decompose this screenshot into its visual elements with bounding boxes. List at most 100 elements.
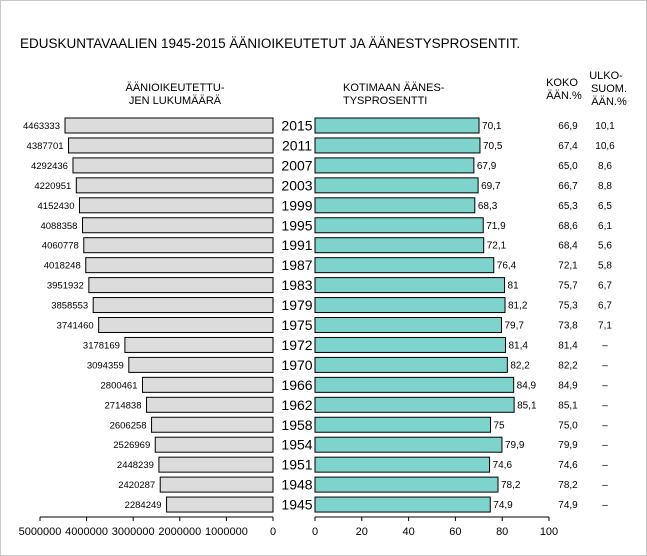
eligible-bar [159,476,274,493]
right-axis-tick-label: 20 [356,526,368,538]
table-row: 4060778 1991 72,1 68,4 5,6 [42,237,612,254]
ulko-header-line-2: SUOM. [591,83,627,95]
year-label: 2015 [281,118,312,134]
domestic-pct-bar [314,177,479,194]
eligible-label: 2714838 [105,400,142,411]
eligible-label: 3094359 [87,360,124,371]
eligible-bar [88,277,274,294]
domestic-pct-bar [314,277,506,294]
domestic-pct-bar [314,257,495,274]
right-axis-tick-label: 0 [312,526,318,538]
eligible-label: 2606258 [110,420,147,431]
domestic-pct-bar [314,197,476,214]
left-axis-tick-label: 5000000 [19,526,62,538]
table-row: 3951932 1983 81 75,7 6,7 [47,277,612,294]
eligible-bar [154,436,274,453]
year-label: 1954 [281,437,312,453]
abroad-pct-value: 5,8 [598,261,612,272]
total-pct-value: 78,2 [558,480,578,491]
domestic-pct-label: 81,4 [508,340,528,351]
table-row: 3178169 1972 81,4 81,4 – [83,336,608,353]
abroad-pct-value: – [602,420,608,431]
table-row: 2714838 1962 85,1 85,1 – [105,396,608,413]
year-label: 1966 [281,377,312,393]
eligible-bar [151,416,274,433]
domestic-pct-bar [314,376,515,393]
domestic-pct-label: 72,1 [487,241,507,252]
abroad-pct-value: – [602,360,608,371]
total-pct-value: 65,3 [558,201,578,212]
total-pct-value: 74,6 [558,460,578,471]
right-header-line-1: KOTIMAAN ÄÄNES- [343,82,445,94]
domestic-pct-label: 69,7 [481,181,501,192]
abroad-pct-value: 6,5 [598,201,612,212]
total-pct-value: 72,1 [558,261,578,272]
eligible-bar [68,137,274,154]
year-label: 2003 [281,177,312,193]
abroad-pct-value: 6,7 [598,301,612,312]
total-pct-value: 68,6 [558,221,578,232]
table-row: 4292436 2007 67,9 65,0 8,6 [31,157,612,174]
domestic-pct-label: 74,9 [493,500,513,511]
left-axis-tick-label: 4000000 [65,526,108,538]
table-row: 2284249 1945 74,9 74,9 – [125,496,608,513]
total-pct-value: 79,9 [558,440,578,451]
right-header-line-2: TYSPROSENTTI [343,95,427,107]
eligible-bar [85,257,274,274]
eligible-label: 4220951 [34,181,71,192]
eligible-label: 3951932 [47,281,84,292]
table-row: 4152430 1999 68,3 65,3 6,5 [38,197,612,214]
total-pct-value: 75,3 [558,301,578,312]
year-label: 1972 [281,337,312,353]
eligible-bar [75,177,274,194]
domestic-pct-bar [314,476,499,493]
eligible-bar [166,496,274,513]
table-row: 4018248 1987 76,4 72,1 5,8 [44,257,612,274]
year-label: 1999 [281,197,312,213]
eligible-label: 2420287 [118,480,155,491]
total-pct-value: 68,4 [558,241,578,252]
domestic-pct-bar [314,117,480,134]
year-label: 1983 [281,277,312,293]
year-label: 1995 [281,217,312,233]
domestic-pct-label: 85,1 [517,400,537,411]
table-row: 2800461 1966 84,9 84,9 – [101,376,608,393]
eligible-bar [78,197,274,214]
domestic-pct-label: 76,4 [497,261,517,272]
total-pct-value: 65,0 [558,161,578,172]
domestic-pct-label: 75 [494,420,506,431]
domestic-pct-bar [314,217,484,234]
table-row: 4463333 2015 70,1 66,9 10,1 [23,117,615,134]
table-row: 2420287 1948 78,2 78,2 – [118,476,608,493]
eligible-label: 2448239 [117,460,154,471]
domestic-pct-label: 70,5 [483,141,503,152]
total-pct-value: 75,0 [558,420,578,431]
abroad-pct-value: – [602,500,608,511]
total-pct-value: 81,4 [558,340,578,351]
table-row: 4387701 2011 70,5 67,4 10,6 [27,137,615,154]
abroad-pct-value: 10,1 [595,121,615,132]
abroad-pct-value: 5,6 [598,241,612,252]
domestic-pct-bar [314,416,491,433]
eligible-label: 2526969 [113,440,150,451]
table-row: 3094359 1970 82,2 82,2 – [87,356,608,373]
eligible-bar [81,217,274,234]
eligible-bar [128,356,274,373]
eligible-bar [98,317,274,333]
ticks-layer: 5000000 4000000 3000000 2000000 1000000 0 0 20 4… [19,517,558,538]
year-label: 2011 [282,137,312,153]
table-row: 3741460 1975 79,7 73,8 7,1 [57,317,612,333]
left-axis-tick-label: 1000000 [205,526,248,538]
eligible-label: 2800461 [101,380,138,391]
year-label: 1948 [281,477,312,493]
ulko-header-line-1: ULKO- [589,70,623,82]
domestic-pct-bar [314,137,481,154]
domestic-pct-label: 74,6 [493,460,513,471]
eligible-bar [92,297,274,314]
total-pct-value: 74,9 [558,500,578,511]
eligible-bar [124,336,274,353]
left-axis-tick-label: 3000000 [112,526,155,538]
koko-header-line-2: ÄÄN.% [546,90,582,102]
right-axis-tick-label: 40 [402,526,414,538]
